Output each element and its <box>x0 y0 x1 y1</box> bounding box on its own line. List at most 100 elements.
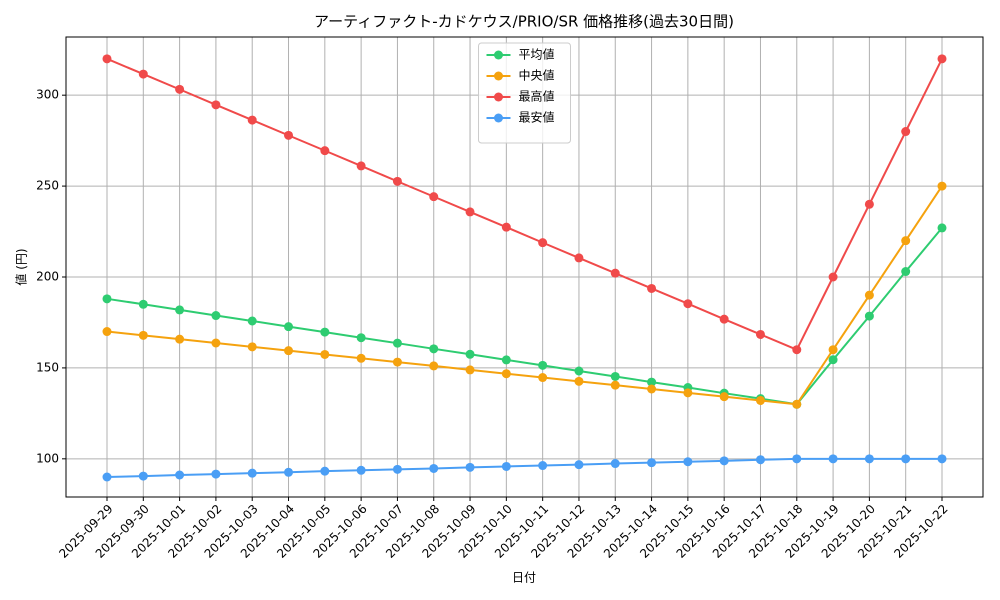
data-point <box>320 349 330 359</box>
data-point <box>755 329 765 339</box>
data-point <box>138 299 148 309</box>
data-point <box>755 455 765 465</box>
data-point <box>647 458 657 468</box>
series-line <box>106 227 943 406</box>
data-point <box>175 305 185 315</box>
data-point <box>719 392 729 402</box>
data-point <box>284 130 294 140</box>
data-point <box>610 459 620 469</box>
data-point <box>538 360 548 370</box>
data-point <box>610 380 620 390</box>
data-point <box>284 467 294 477</box>
data-point <box>392 464 402 474</box>
y-axis-label: 値 (円) <box>14 248 29 285</box>
data-point <box>320 466 330 476</box>
data-point <box>102 54 112 64</box>
data-point <box>465 365 475 375</box>
data-point <box>211 100 221 110</box>
data-point <box>465 349 475 359</box>
data-point <box>247 316 257 326</box>
data-point <box>647 283 657 293</box>
data-point <box>647 377 657 387</box>
legend-marker <box>494 92 503 102</box>
data-point <box>792 399 802 409</box>
y-tick-label: 250 <box>36 179 59 193</box>
data-point <box>175 334 185 344</box>
data-point <box>538 238 548 248</box>
series-line <box>106 57 943 352</box>
data-point <box>901 127 911 137</box>
data-point <box>683 388 693 398</box>
data-point <box>138 330 148 340</box>
data-point <box>102 327 112 337</box>
data-point <box>211 469 221 479</box>
data-point <box>211 311 221 321</box>
data-point <box>828 355 838 365</box>
data-point <box>864 311 874 321</box>
data-point <box>138 69 148 79</box>
x-axis-label: 日付 <box>512 571 536 585</box>
data-point <box>864 290 874 300</box>
data-point <box>901 454 911 464</box>
chart-title: アーティファクト-カドケウス/PRIO/SR 価格推移(過去30日間) <box>314 13 734 31</box>
data-point <box>175 84 185 94</box>
data-point <box>356 465 366 475</box>
data-point <box>175 470 185 480</box>
data-point <box>392 338 402 348</box>
data-point <box>683 299 693 309</box>
data-point <box>828 345 838 355</box>
data-point <box>828 454 838 464</box>
data-point <box>356 353 366 363</box>
legend-label: 平均値 <box>519 47 555 62</box>
data-point <box>102 472 112 482</box>
data-point <box>647 384 657 394</box>
data-point <box>937 223 947 233</box>
data-point <box>901 236 911 246</box>
legend-marker <box>494 50 503 60</box>
data-point <box>429 192 439 202</box>
y-tick-label: 300 <box>36 88 59 102</box>
data-point <box>937 54 947 64</box>
data-point <box>574 253 584 263</box>
data-point <box>501 355 511 365</box>
data-point <box>392 357 402 367</box>
data-point <box>356 161 366 171</box>
data-point <box>247 468 257 478</box>
y-tick-label: 150 <box>36 360 59 374</box>
legend-label: 最安値 <box>519 110 555 125</box>
data-point <box>901 267 911 277</box>
data-point <box>937 454 947 464</box>
data-point <box>719 314 729 324</box>
data-point <box>429 361 439 371</box>
legend-marker <box>494 71 503 81</box>
y-tick-label: 200 <box>36 270 59 284</box>
data-point <box>465 207 475 217</box>
series-line <box>106 185 943 406</box>
data-point <box>284 322 294 332</box>
data-point <box>501 222 511 232</box>
data-point <box>320 327 330 337</box>
data-point <box>610 268 620 278</box>
data-point <box>429 344 439 354</box>
data-point <box>320 146 330 156</box>
data-point <box>284 346 294 356</box>
data-point <box>574 460 584 470</box>
data-point <box>247 342 257 352</box>
data-point <box>538 373 548 383</box>
data-point <box>683 457 693 467</box>
legend-marker <box>494 113 503 123</box>
data-point <box>138 471 148 481</box>
series-line <box>106 457 942 478</box>
data-point <box>538 461 548 471</box>
data-point <box>429 463 439 473</box>
data-point <box>211 338 221 348</box>
data-point <box>574 366 584 376</box>
data-point <box>356 333 366 343</box>
data-point <box>392 176 402 186</box>
data-point <box>864 454 874 464</box>
data-point <box>828 272 838 282</box>
plot-frame <box>65 36 984 498</box>
data-point <box>755 395 765 405</box>
legend-label: 最高値 <box>519 89 555 104</box>
